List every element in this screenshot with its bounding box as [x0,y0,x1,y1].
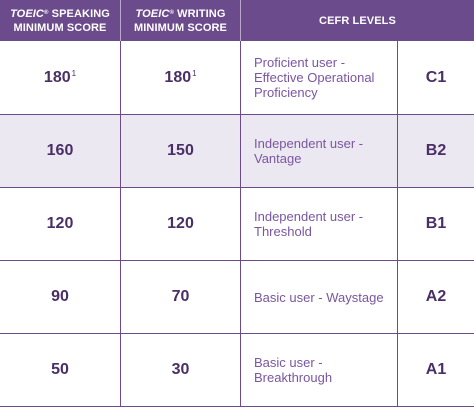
speaking-score: 50 [51,361,69,378]
cefr-level: B1 [425,215,447,232]
speaking-score: 120 [46,215,74,232]
writing-score: 150 [167,142,194,159]
speaking-score-cell: 160 [0,115,121,187]
cefr-title: CEFR LEVELS [319,14,396,27]
cefr-description: Proficient user - Effective Operational … [241,41,398,114]
cefr-level: A1 [425,361,447,378]
speaking-registered-mark: ® [43,9,49,16]
speaking-brand: TOEIC [10,7,44,20]
speaking-score-cell: 120 [0,188,121,260]
speaking-score-cell: 50 [0,334,121,406]
cefr-level: C1 [425,68,447,86]
speaking-title: SPEAKING [48,7,110,20]
cefr-column-header: CEFR LEVELS [241,0,474,41]
cefr-description: Basic user - Waystage [241,261,398,333]
writing-score-cell: 180 1 [121,41,241,114]
table-row: 180 1 180 1 Proficient user - Effective Op… [0,41,474,114]
speaking-score-cell: 180 1 [0,41,121,114]
footnote-marker: 1 [71,69,77,78]
cefr-description: Independent user - Threshold [241,188,398,260]
writing-score: 30 [171,361,190,378]
table-header: TOEIC® SPEAKING MINIMUM SCORE TOEIC® WRI… [0,0,474,41]
writing-subtitle: MINIMUM SCORE [134,21,227,34]
cefr-description: Independent user - Vantage [241,115,398,187]
writing-score: 120 [167,215,194,232]
writing-column-header: TOEIC® WRITING MINIMUM SCORE [121,0,241,41]
writing-score-cell: 70 [121,261,241,333]
writing-score-cell: 120 [121,188,241,260]
writing-header-line-1: TOEIC® WRITING [136,7,226,21]
table-row: 90 70 Basic user - Waystage A2 [0,260,474,333]
speaking-column-header: TOEIC® SPEAKING MINIMUM SCORE [0,0,121,41]
speaking-score-cell: 90 [0,261,121,333]
speaking-subtitle: MINIMUM SCORE [13,21,107,34]
writing-registered-mark: ® [169,9,174,16]
footnote-marker: 1 [192,69,197,78]
speaking-header-line-1: TOEIC® SPEAKING [10,7,110,21]
writing-score: 70 [171,288,190,305]
writing-score-cell: 150 [121,115,241,187]
cefr-level: A2 [425,288,447,305]
speaking-score: 160 [46,142,74,159]
writing-score-cell: 30 [121,334,241,406]
table-row: 50 30 Basic user - Breakthrough A1 [0,333,474,406]
table-row: 160 150 Independent user - Vantage B2 [0,114,474,187]
writing-title: WRITING [173,7,226,20]
cefr-description: Basic user - Breakthrough [241,334,398,406]
writing-brand: TOEIC [135,7,170,20]
cefr-level: B2 [425,142,447,159]
table-row: 120 120 Independent user - Threshold B1 [0,187,474,260]
speaking-score: 180 [43,68,71,86]
speaking-score: 90 [51,288,69,305]
writing-score: 180 [164,68,192,86]
